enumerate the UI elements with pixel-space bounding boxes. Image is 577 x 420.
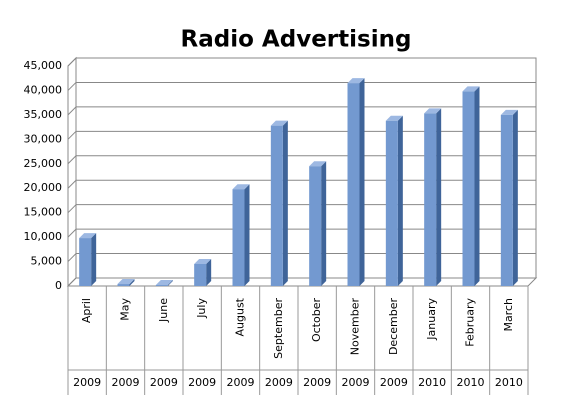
grid-line-side	[67, 253, 77, 262]
x-tick-label: February	[464, 298, 477, 347]
grid-line-side	[67, 228, 77, 238]
bar	[347, 83, 360, 286]
bar-top	[270, 120, 288, 126]
bar-side	[321, 161, 327, 286]
grid-line-side	[67, 155, 77, 165]
back-wall	[75, 57, 537, 279]
x-tick-label: September	[272, 298, 285, 359]
bar	[424, 113, 437, 286]
bar-side	[512, 109, 518, 286]
x-tick-label: March	[502, 298, 515, 332]
bar-side	[282, 120, 288, 287]
year-label: 2009	[73, 376, 101, 389]
year-label: 2009	[342, 376, 370, 389]
bar-top	[232, 184, 250, 190]
bar	[194, 264, 207, 286]
year-label: 2009	[265, 376, 293, 389]
bar	[232, 189, 245, 286]
grid-line-side	[67, 82, 77, 91]
year-label: 2009	[188, 376, 216, 389]
y-tick-label: 40,000	[24, 83, 63, 96]
year-label: 2010	[495, 376, 523, 389]
bar-side	[91, 233, 97, 286]
bar-top	[79, 233, 97, 239]
year-label: 2010	[418, 376, 446, 389]
bar	[117, 284, 130, 286]
y-tick-label: 30,000	[24, 132, 63, 145]
bar-side	[359, 78, 365, 286]
bar-side	[129, 279, 135, 286]
bar-top	[347, 78, 365, 84]
bar	[79, 238, 92, 286]
bar-side	[436, 108, 442, 286]
y-tick-label: 15,000	[24, 206, 63, 219]
year-label: 2009	[380, 376, 408, 389]
grid-line-side	[67, 277, 77, 287]
bar-side	[206, 259, 212, 286]
bar-side	[167, 280, 173, 286]
grid-line-side	[67, 106, 77, 116]
x-tick-label: May	[119, 298, 132, 321]
y-tick-label: 25,000	[24, 157, 63, 170]
bar-top	[155, 280, 173, 286]
bar	[155, 285, 168, 286]
x-tick-label: January	[425, 298, 438, 341]
x-tick-label: October	[310, 298, 323, 342]
y-tick-label: 10,000	[24, 230, 63, 243]
x-tick-label: June	[157, 298, 170, 323]
bar-top	[385, 115, 403, 121]
year-label: 2009	[227, 376, 255, 389]
year-label: 2009	[303, 376, 331, 389]
left-wall	[67, 56, 77, 288]
bar-side	[474, 86, 480, 286]
bar	[500, 114, 513, 286]
y-tick-label: 45,000	[24, 59, 63, 72]
x-tick-label: April	[80, 298, 93, 323]
x-tick-label: November	[349, 298, 362, 356]
bar-side	[397, 115, 403, 286]
x-tick-label: July	[195, 298, 208, 319]
bar-top	[424, 108, 442, 114]
bar-top	[462, 86, 480, 92]
bar-top	[117, 279, 135, 285]
y-tick-label: 35,000	[24, 108, 63, 121]
y-tick-label: 20,000	[24, 181, 63, 194]
grid-line-side	[67, 179, 77, 189]
bar-top	[500, 109, 518, 115]
year-label: 2010	[457, 376, 485, 389]
bar-top	[309, 161, 327, 167]
chart-title: Radio Advertising	[181, 27, 412, 53]
grid-line-side	[67, 57, 77, 67]
grid-line-side	[67, 204, 77, 214]
bar	[309, 166, 322, 286]
grid-line-side	[67, 130, 77, 140]
bar	[462, 91, 475, 286]
bar-side	[244, 184, 250, 286]
x-tick-label: December	[387, 298, 400, 356]
bar-top	[194, 259, 212, 264]
y-tick-label: 5,000	[31, 255, 63, 268]
bar	[270, 125, 283, 287]
year-label: 2009	[150, 376, 178, 389]
y-tick-label: 0	[55, 279, 62, 292]
year-label: 2009	[112, 376, 140, 389]
bar	[385, 120, 398, 286]
x-tick-label: August	[234, 297, 247, 336]
